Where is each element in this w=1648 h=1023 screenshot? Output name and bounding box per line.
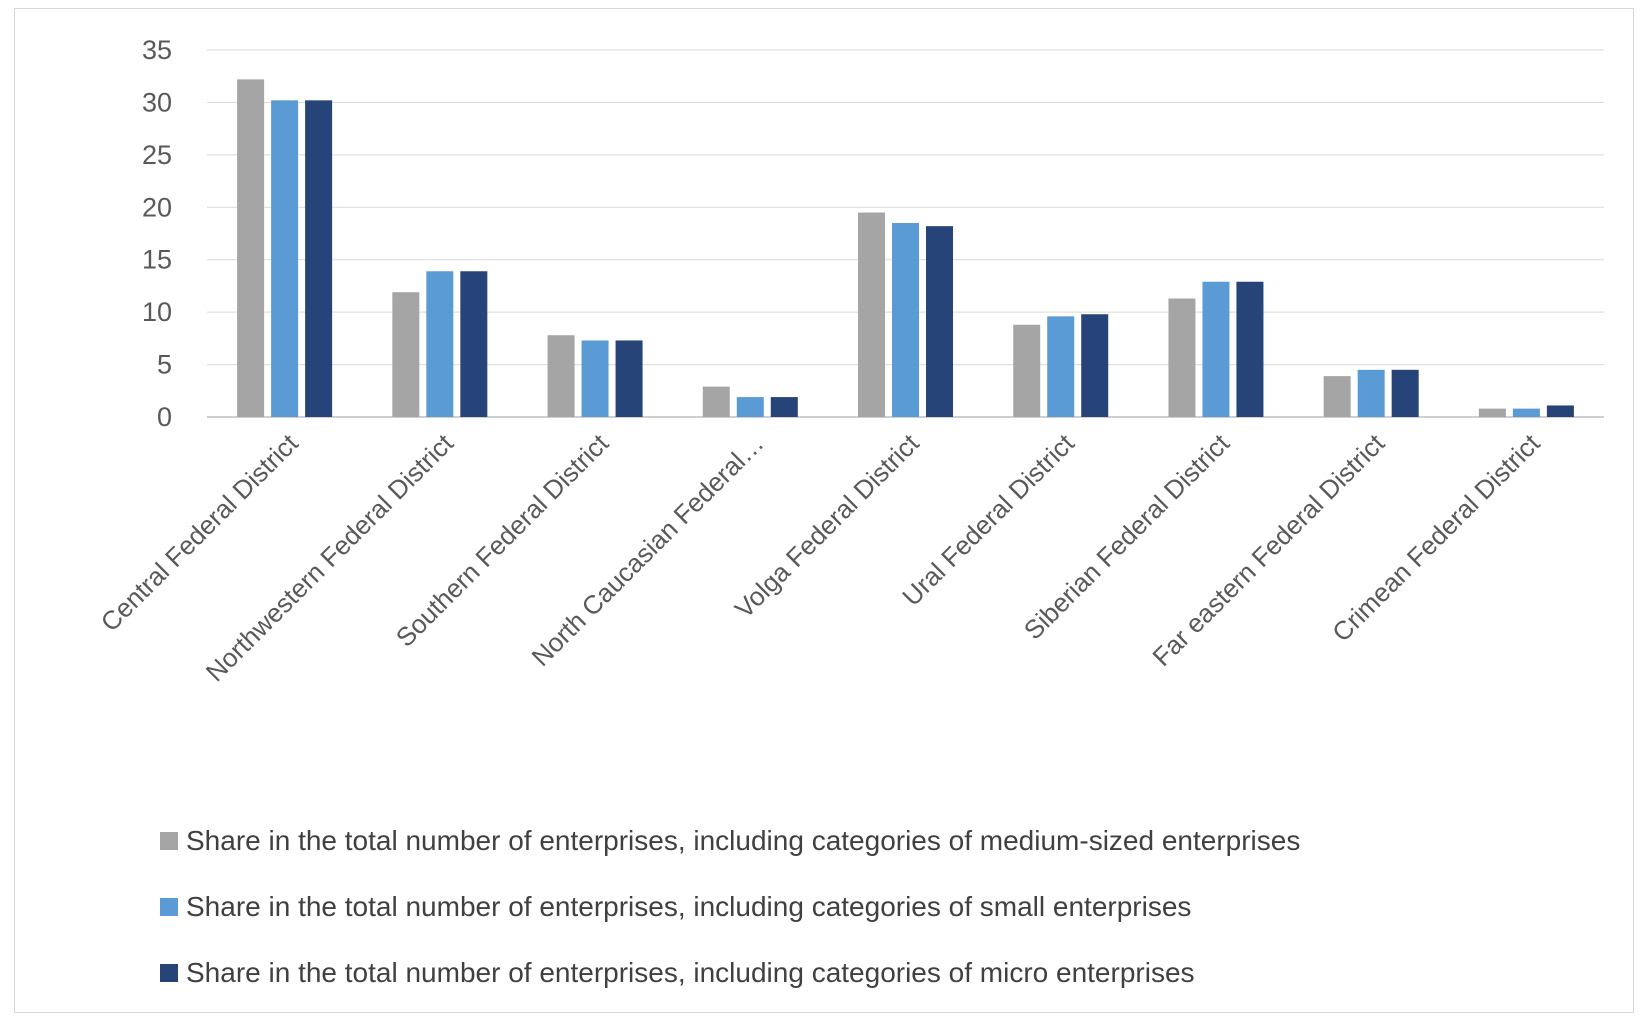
legend-item-3: Share in the total number of enterprises… [160, 940, 1300, 1006]
y-tick-label: 35 [142, 35, 172, 65]
bar-series-2-category-8 [1357, 369, 1385, 417]
bar-series-3-category-1 [305, 100, 333, 418]
bar-series-2-category-6 [1047, 316, 1075, 417]
bar-series-2-category-3 [581, 340, 609, 417]
legend-item-1: Share in the total number of enterprises… [160, 808, 1300, 874]
x-category-label: Ural Federal District [896, 427, 1080, 611]
bar-series-3-category-3 [615, 340, 643, 417]
bar-series-3-category-9 [1546, 405, 1574, 417]
y-tick-label: 30 [142, 87, 172, 117]
bar-series-1-category-3 [547, 335, 575, 417]
legend-label: Share in the total number of enterprises… [186, 825, 1301, 856]
bar-series-2-category-2 [426, 271, 454, 417]
y-tick-label: 25 [142, 140, 172, 170]
bar-series-1-category-9 [1478, 408, 1506, 417]
y-tick-label: 20 [142, 192, 172, 222]
legend-label: Share in the total number of enterprises… [186, 957, 1195, 988]
bar-series-3-category-2 [460, 271, 488, 417]
bar-series-1-category-4 [702, 386, 730, 417]
bar-series-1-category-8 [1323, 376, 1351, 417]
bar-series-3-category-4 [770, 397, 798, 417]
y-tick-label: 5 [157, 350, 172, 380]
bar-series-1-category-2 [392, 292, 420, 417]
bar-series-2-category-4 [736, 397, 764, 417]
y-tick-label: 15 [142, 245, 172, 275]
bars [237, 79, 1574, 418]
legend: Share in the total number of enterprises… [160, 808, 1300, 1006]
legend-swatch [160, 964, 178, 982]
y-tick-label: 10 [142, 297, 172, 327]
bar-series-3-category-5 [926, 226, 953, 417]
bar-series-2-category-5 [892, 223, 919, 417]
y-tick-label: 0 [157, 402, 172, 432]
legend-label: Share in the total number of enterprises… [186, 891, 1192, 922]
legend-item-2: Share in the total number of enterprises… [160, 874, 1300, 940]
x-category-label: Northwestern Federal District [200, 427, 460, 687]
bar-series-1-category-7 [1168, 298, 1196, 417]
bar-series-1-category-5 [858, 212, 885, 417]
bar-series-2-category-7 [1202, 281, 1230, 417]
legend-swatch [160, 898, 178, 916]
legend-swatch [160, 832, 178, 850]
bar-chart: 0 5 10 15 20 25 30 35 Central Federal DistrictN… [95, 35, 1604, 687]
bar-series-2-category-1 [271, 100, 299, 418]
bar-series-2-category-9 [1512, 408, 1540, 417]
bar-series-3-category-8 [1391, 369, 1419, 417]
bar-series-3-category-7 [1236, 281, 1264, 417]
bar-series-1-category-1 [237, 79, 265, 418]
bar-series-1-category-6 [1013, 324, 1041, 417]
bar-series-3-category-6 [1081, 314, 1109, 417]
y-axis-ticks: 0 5 10 15 20 25 30 35 [142, 35, 172, 432]
